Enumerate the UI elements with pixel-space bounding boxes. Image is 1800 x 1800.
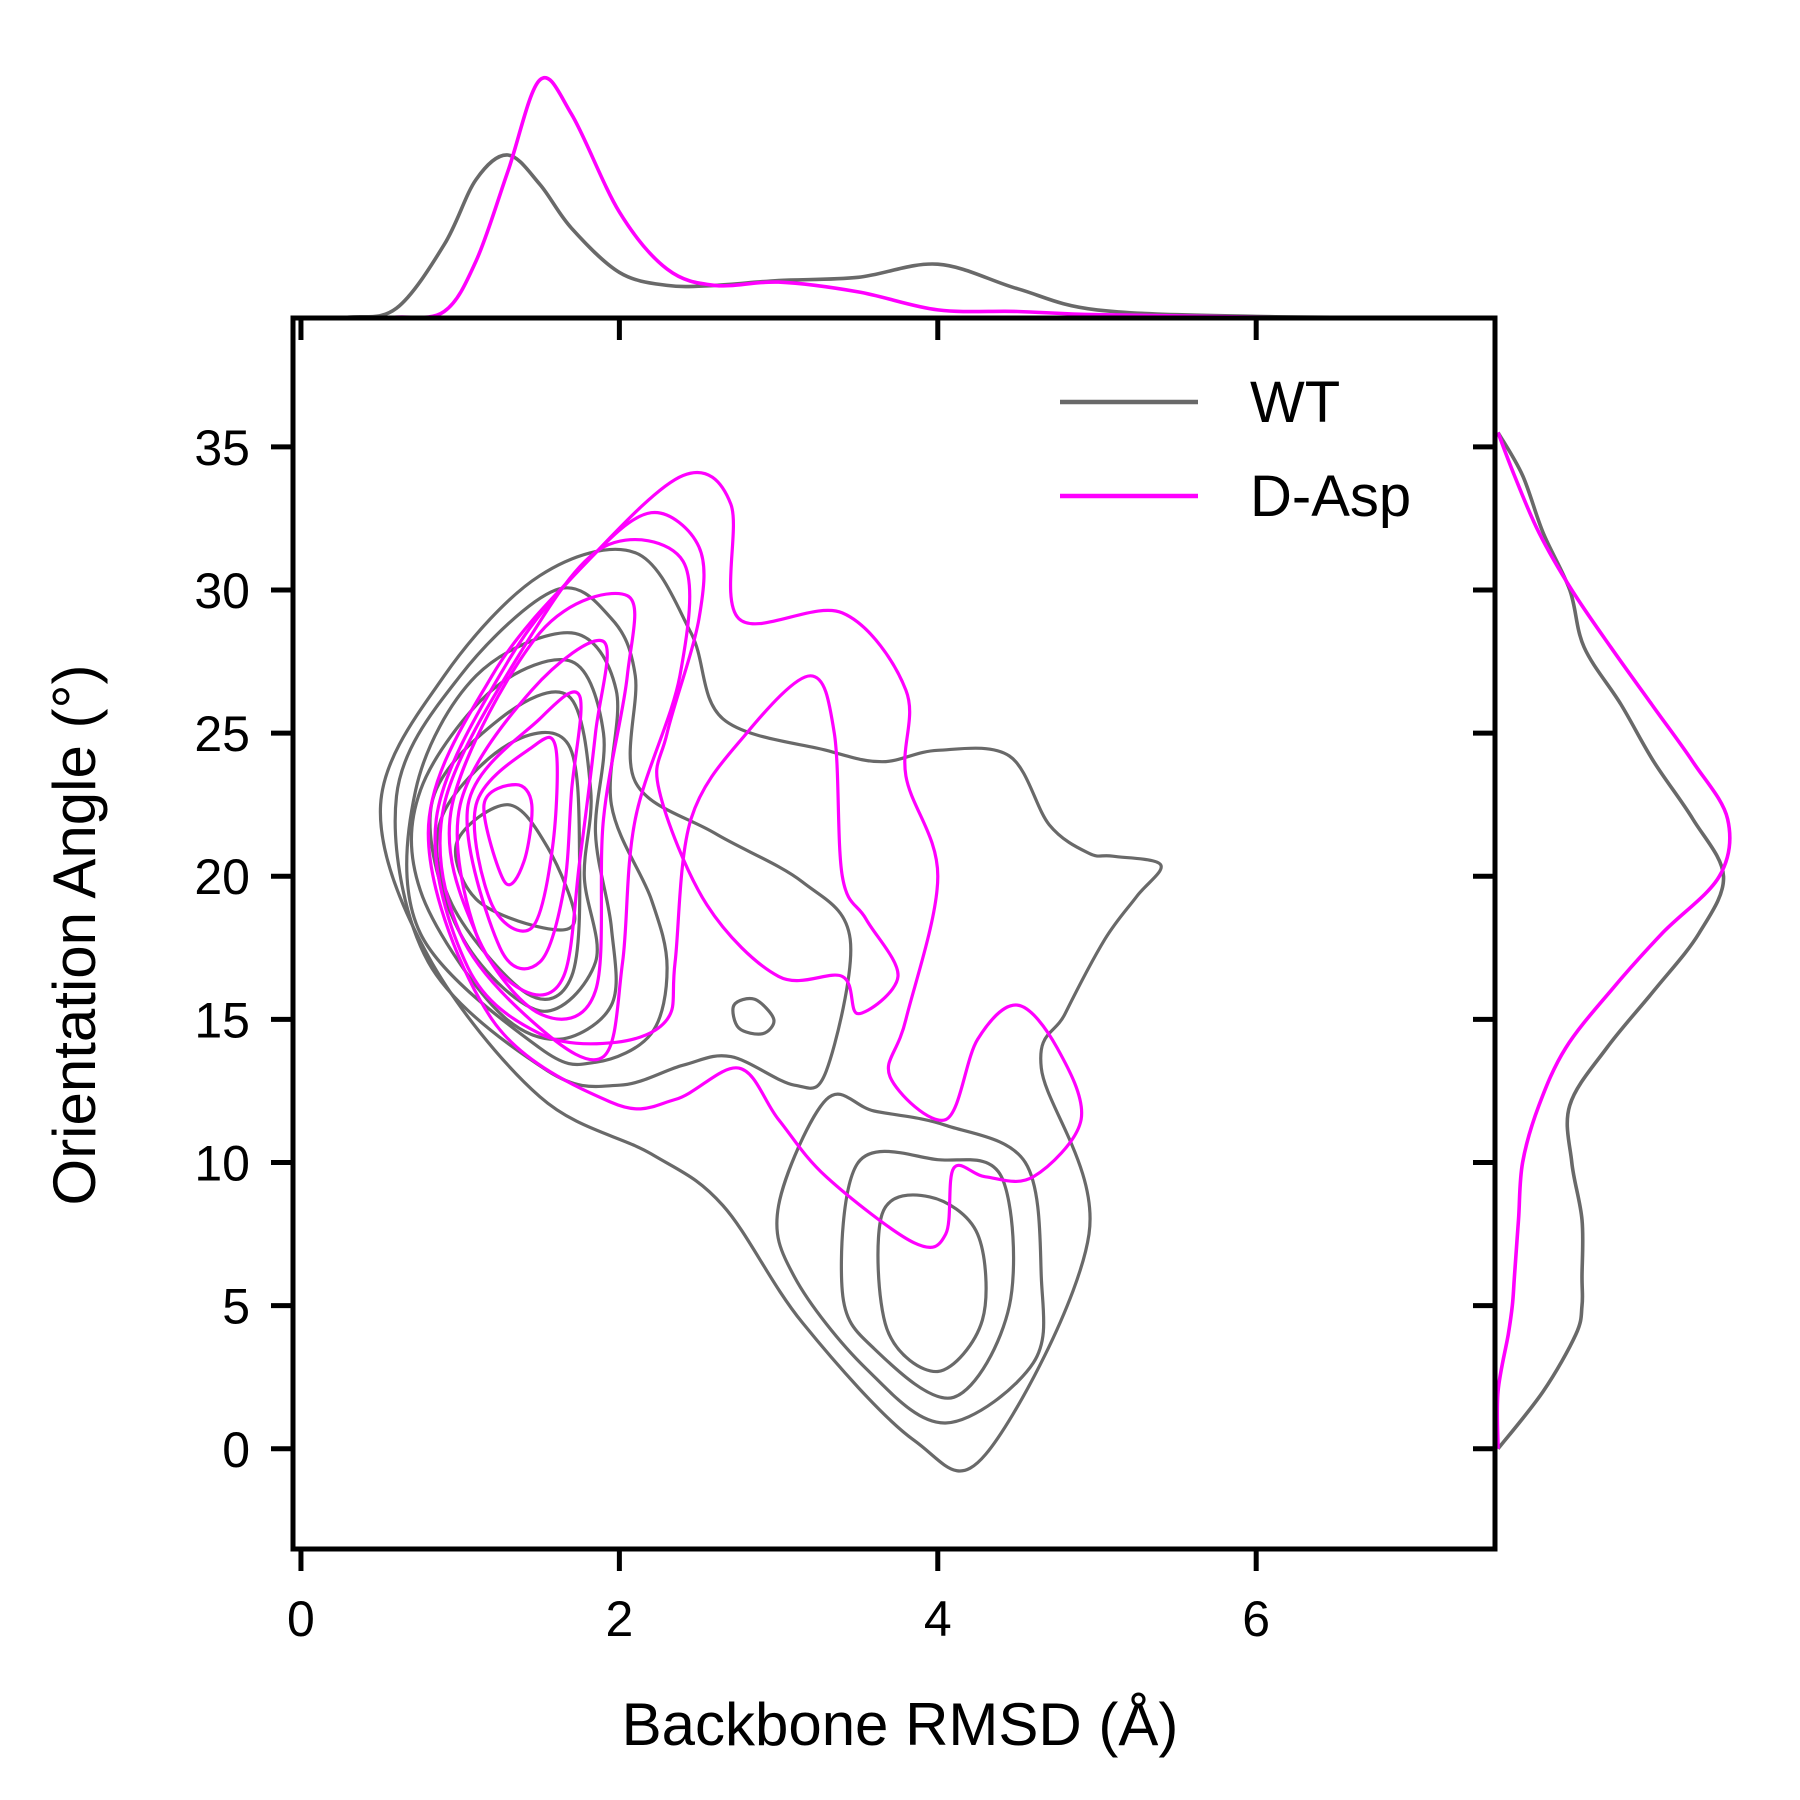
contour-wt-1: [378, 547, 1163, 1473]
kde-contours: [378, 470, 1163, 1473]
contour-d-asp-1: [426, 470, 1084, 1250]
axis-ticks: 0 2 4 6 0 5 10 15 20 25 30 35: [194, 318, 1495, 1647]
legend-label-wt: WT: [1250, 370, 1340, 435]
legend-label-d-asp: D-Asp: [1250, 464, 1411, 529]
contour-wt-4: [409, 658, 618, 1041]
contour-d-asp-3: [438, 538, 692, 1062]
y-tick-label-10: 10: [194, 1136, 250, 1192]
marginal-y-density: [1495, 431, 1732, 1450]
contour-d-asp-8: [482, 783, 534, 887]
contour-d-asp-2: [433, 511, 900, 1046]
contour-wt-10: [839, 1149, 1016, 1400]
marginal-x-density: [292, 76, 1496, 320]
marginal-x-curve-d-asp: [292, 76, 1496, 320]
y-tick-label-20: 20: [194, 849, 250, 905]
plot-frame: [290, 315, 1498, 1552]
x-tick-label-6: 6: [1242, 1591, 1270, 1647]
x-tick-label-2: 2: [605, 1591, 633, 1647]
x-tick-label-4: 4: [924, 1591, 952, 1647]
contour-wt-8: [731, 996, 776, 1036]
y-tick-label-25: 25: [194, 706, 250, 762]
marginal-y-curve-d-asp: [1495, 431, 1732, 1449]
contour-wt-11: [876, 1193, 988, 1374]
y-tick-label-35: 35: [194, 420, 250, 476]
legend: WT D-Asp: [1060, 370, 1411, 529]
contour-d-asp-7: [472, 735, 559, 933]
x-tick-label-0: 0: [287, 1591, 315, 1647]
y-tick-label-30: 30: [194, 563, 250, 619]
contour-d-asp-6: [465, 690, 583, 971]
y-tick-label-15: 15: [194, 992, 250, 1048]
marginal-y-curve-wt: [1496, 431, 1726, 1450]
marginal-x-curve-wt: [292, 153, 1496, 320]
x-axis-label: Backbone RMSD (Å): [622, 1691, 1179, 1758]
y-tick-label-5: 5: [222, 1279, 250, 1335]
y-tick-label-0: 0: [222, 1422, 250, 1478]
contour-d-asp-5: [455, 638, 609, 997]
contour-wt-9: [775, 1092, 1046, 1425]
y-axis-label: Orientation Angle (°): [41, 665, 108, 1206]
